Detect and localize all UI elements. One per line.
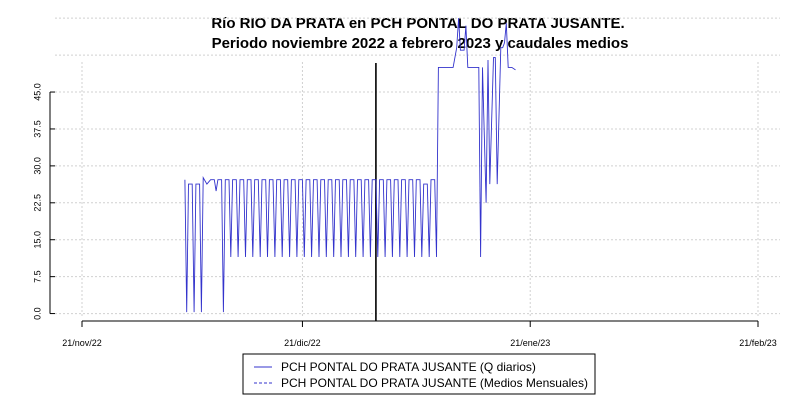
y-tick-label: 45.0 <box>32 83 42 101</box>
y-tick-label: 37.5 <box>32 120 42 138</box>
legend-entry-medios-mensuales: PCH PONTAL DO PRATA JUSANTE (Medios Mens… <box>281 376 588 390</box>
legend-entry-q-diarios: PCH PONTAL DO PRATA JUSANTE (Q diarios) <box>281 360 536 374</box>
grid-lines <box>55 17 780 318</box>
x-tick-label: 21/ene/23 <box>510 338 550 348</box>
chart-subtitle: Periodo noviembre 2022 a febrero 2023 y … <box>212 35 629 52</box>
x-tick-label: 21/feb/23 <box>739 338 777 348</box>
x-tick-label: 21/nov/22 <box>62 338 102 348</box>
chart-title: Río RIO DA PRATA en PCH PONTAL DO PRATA … <box>211 15 624 32</box>
legend: PCH PONTAL DO PRATA JUSANTE (Q diarios) … <box>242 353 596 395</box>
axes: 0.0 7.5 15.0 22.5 30.0 37.5 45.0 21/nov/22 21/di… <box>32 83 776 348</box>
y-tick-label: 0.0 <box>32 307 42 320</box>
y-tick-label: 22.5 <box>32 194 42 212</box>
y-tick-label: 30.0 <box>32 157 42 175</box>
plot-area <box>184 18 516 321</box>
y-tick-label: 7.5 <box>32 270 42 283</box>
legend-box <box>242 353 596 395</box>
x-tick-label: 21/dic/22 <box>284 338 321 348</box>
y-tick-label: 15.0 <box>32 231 42 249</box>
series-line-0 <box>184 18 516 313</box>
